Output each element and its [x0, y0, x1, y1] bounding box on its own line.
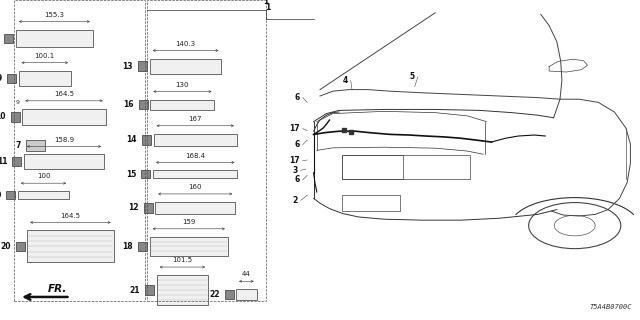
Text: 19: 19 [0, 191, 1, 200]
Text: 11: 11 [0, 157, 8, 166]
Bar [18, 191, 69, 199]
Text: 164.5: 164.5 [54, 91, 74, 97]
Text: 130: 130 [175, 82, 189, 88]
Text: 101.5: 101.5 [172, 257, 193, 263]
Bar [139, 100, 148, 109]
Text: 13: 13 [123, 62, 133, 71]
Text: 2: 2 [292, 196, 298, 205]
Text: 20: 20 [0, 242, 10, 251]
Text: 5: 5 [410, 72, 415, 81]
Bar [236, 289, 257, 300]
Bar [145, 285, 154, 295]
Text: 18: 18 [122, 242, 133, 251]
Bar [342, 195, 400, 211]
Text: 10: 10 [0, 112, 6, 121]
Bar [150, 237, 228, 256]
Bar [153, 170, 237, 179]
Text: 160: 160 [188, 184, 202, 190]
Bar [144, 203, 153, 213]
Bar [14, 0, 145, 301]
Text: 44: 44 [242, 271, 251, 277]
Bar [141, 170, 150, 179]
Bar [342, 155, 470, 179]
Bar [142, 135, 151, 145]
Bar [150, 59, 221, 74]
Text: 6: 6 [294, 93, 300, 102]
Bar [6, 191, 15, 199]
Text: 7: 7 [16, 141, 21, 150]
Text: 17: 17 [289, 156, 300, 165]
Text: 12: 12 [128, 204, 139, 212]
Bar [15, 242, 25, 251]
Bar [138, 61, 147, 71]
Text: 100.1: 100.1 [35, 53, 55, 59]
Text: 140.3: 140.3 [175, 41, 196, 47]
Bar [138, 242, 147, 251]
Bar [27, 230, 114, 262]
Bar [26, 140, 45, 151]
Bar [154, 134, 237, 146]
Text: 167: 167 [188, 116, 202, 122]
Text: 16: 16 [124, 100, 134, 109]
Text: 159: 159 [182, 219, 195, 225]
Text: 9: 9 [15, 100, 19, 105]
Text: 3: 3 [292, 166, 298, 175]
Text: 158.9: 158.9 [54, 137, 74, 143]
Bar [24, 155, 104, 169]
Bar [157, 275, 208, 305]
Text: 6: 6 [294, 175, 300, 184]
Text: 15: 15 [126, 170, 136, 179]
Bar [225, 290, 234, 299]
Bar [7, 74, 16, 83]
Text: 21: 21 [130, 286, 140, 295]
Bar [16, 29, 93, 47]
Bar [155, 202, 236, 214]
Text: 164.5: 164.5 [60, 212, 81, 219]
Bar [11, 112, 20, 122]
Text: 100: 100 [36, 173, 51, 179]
Text: T5A4B0700C: T5A4B0700C [590, 304, 632, 310]
Text: 4: 4 [342, 76, 348, 85]
Text: 22: 22 [209, 290, 220, 299]
Bar [22, 109, 106, 125]
Text: 14: 14 [127, 135, 137, 144]
Text: 1: 1 [265, 3, 270, 12]
Bar [4, 34, 13, 43]
Text: 17: 17 [289, 124, 300, 133]
Bar [19, 71, 71, 86]
Text: 168.4: 168.4 [185, 153, 205, 158]
Bar [147, 0, 266, 301]
Text: FR.: FR. [48, 284, 67, 294]
Bar [13, 157, 22, 166]
Bar [342, 155, 403, 179]
Text: 1: 1 [263, 0, 268, 6]
Text: 6: 6 [294, 140, 300, 149]
Text: 9: 9 [0, 74, 2, 83]
Text: 155.3: 155.3 [44, 12, 65, 18]
Bar [150, 100, 214, 110]
